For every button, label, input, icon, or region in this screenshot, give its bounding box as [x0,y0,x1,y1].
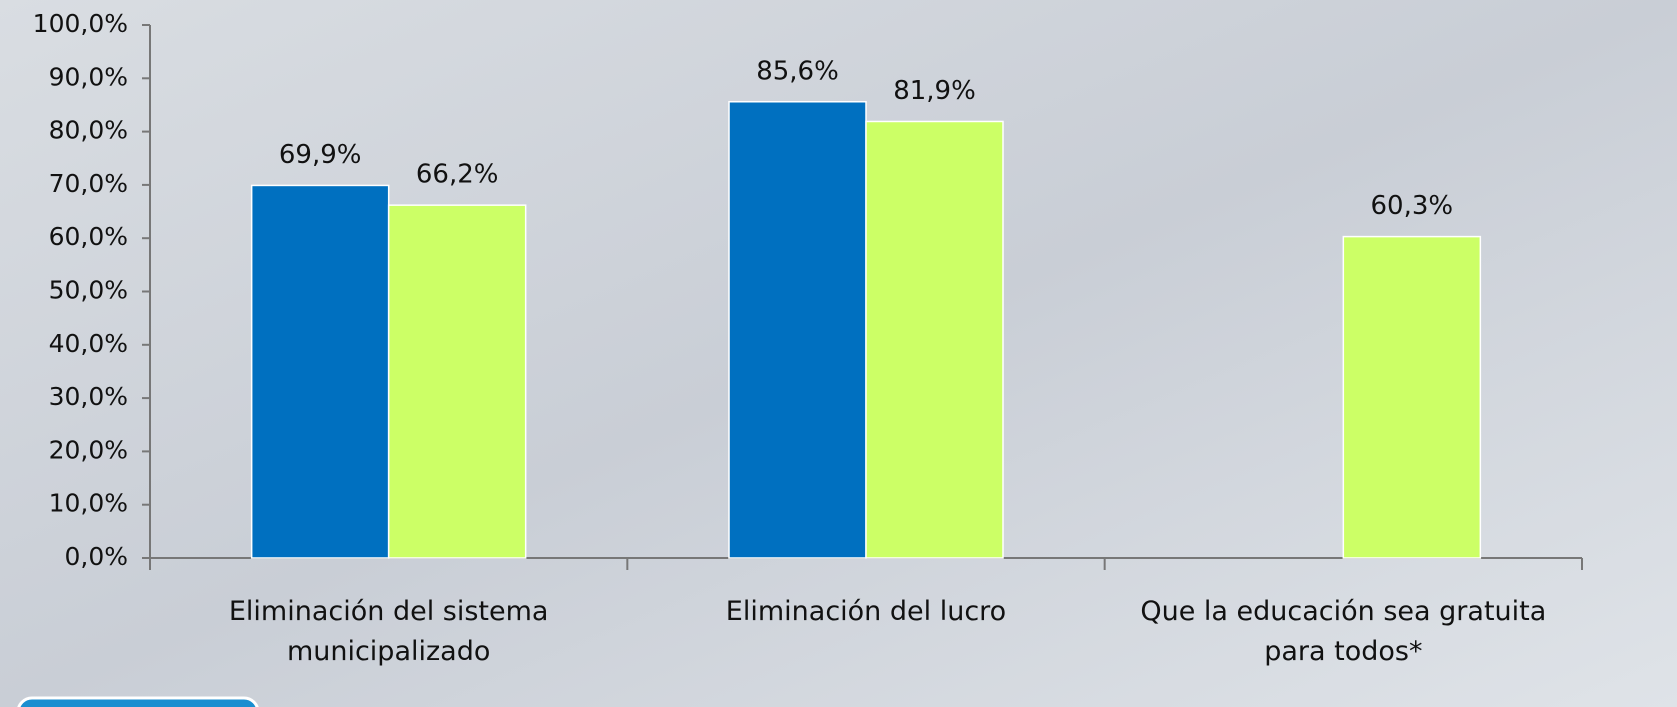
y-tick-label: 30,0% [49,382,128,411]
decoration [17,696,259,707]
y-tick-label: 40,0% [49,329,128,358]
y-tick-label: 10,0% [49,489,128,518]
value-label: 69,9% [279,140,362,170]
y-tick-label: 100,0% [33,9,128,38]
bar [387,204,527,559]
y-tick-label: 0,0% [64,542,128,571]
x-tick-label: Que la educación sea gratuita para todos* [1140,596,1546,667]
x-tick-label: Eliminación del lucro [726,596,1006,627]
x-tick-label: Eliminación del sistema municipalizado [229,596,549,667]
y-tick-label: 50,0% [49,276,128,305]
bar [728,101,867,559]
y-tick-label: 80,0% [49,116,128,145]
bar [1342,235,1482,559]
y-tick-label: 20,0% [49,435,128,464]
value-label: 60,3% [1371,191,1454,221]
y-tick-label: 90,0% [49,62,128,91]
y-tick-label: 70,0% [49,169,128,198]
bar [250,184,390,559]
value-label: 85,6% [756,56,839,86]
value-label: 66,2% [416,160,499,190]
bar [865,120,1004,559]
y-tick-label: 60,0% [49,222,128,251]
value-label: 81,9% [893,76,976,106]
